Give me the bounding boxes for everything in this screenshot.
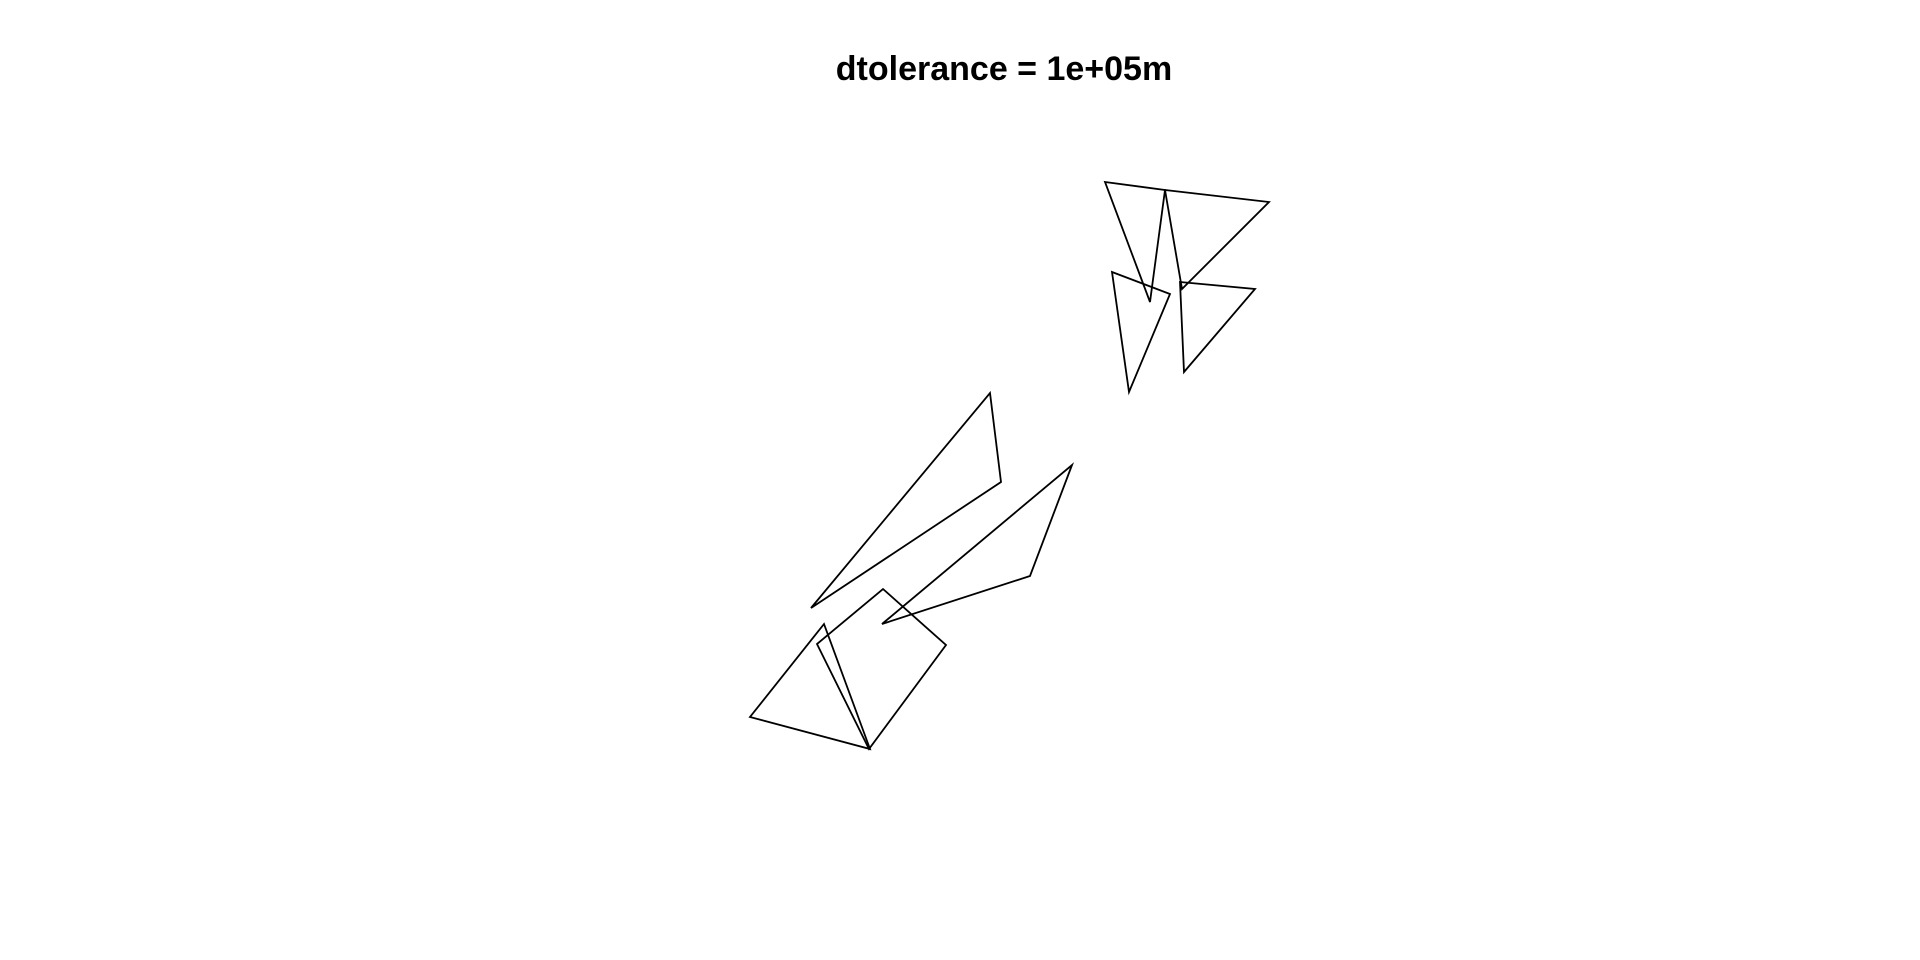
south-upper-triangle [810, 390, 1002, 609]
north-top-left-triangle [1103, 180, 1167, 303]
south-middle-triangle [881, 462, 1075, 625]
south-left-triangle [748, 622, 872, 751]
north-lower-right-triangle [1179, 281, 1257, 375]
south-right-quad [815, 587, 948, 751]
plot-title: dtolerance = 1e+05m [835, 50, 1173, 88]
north-lower-left-triangle [1110, 270, 1172, 396]
shape-layer [748, 180, 1271, 751]
north-top-right-triangle [1163, 188, 1271, 291]
